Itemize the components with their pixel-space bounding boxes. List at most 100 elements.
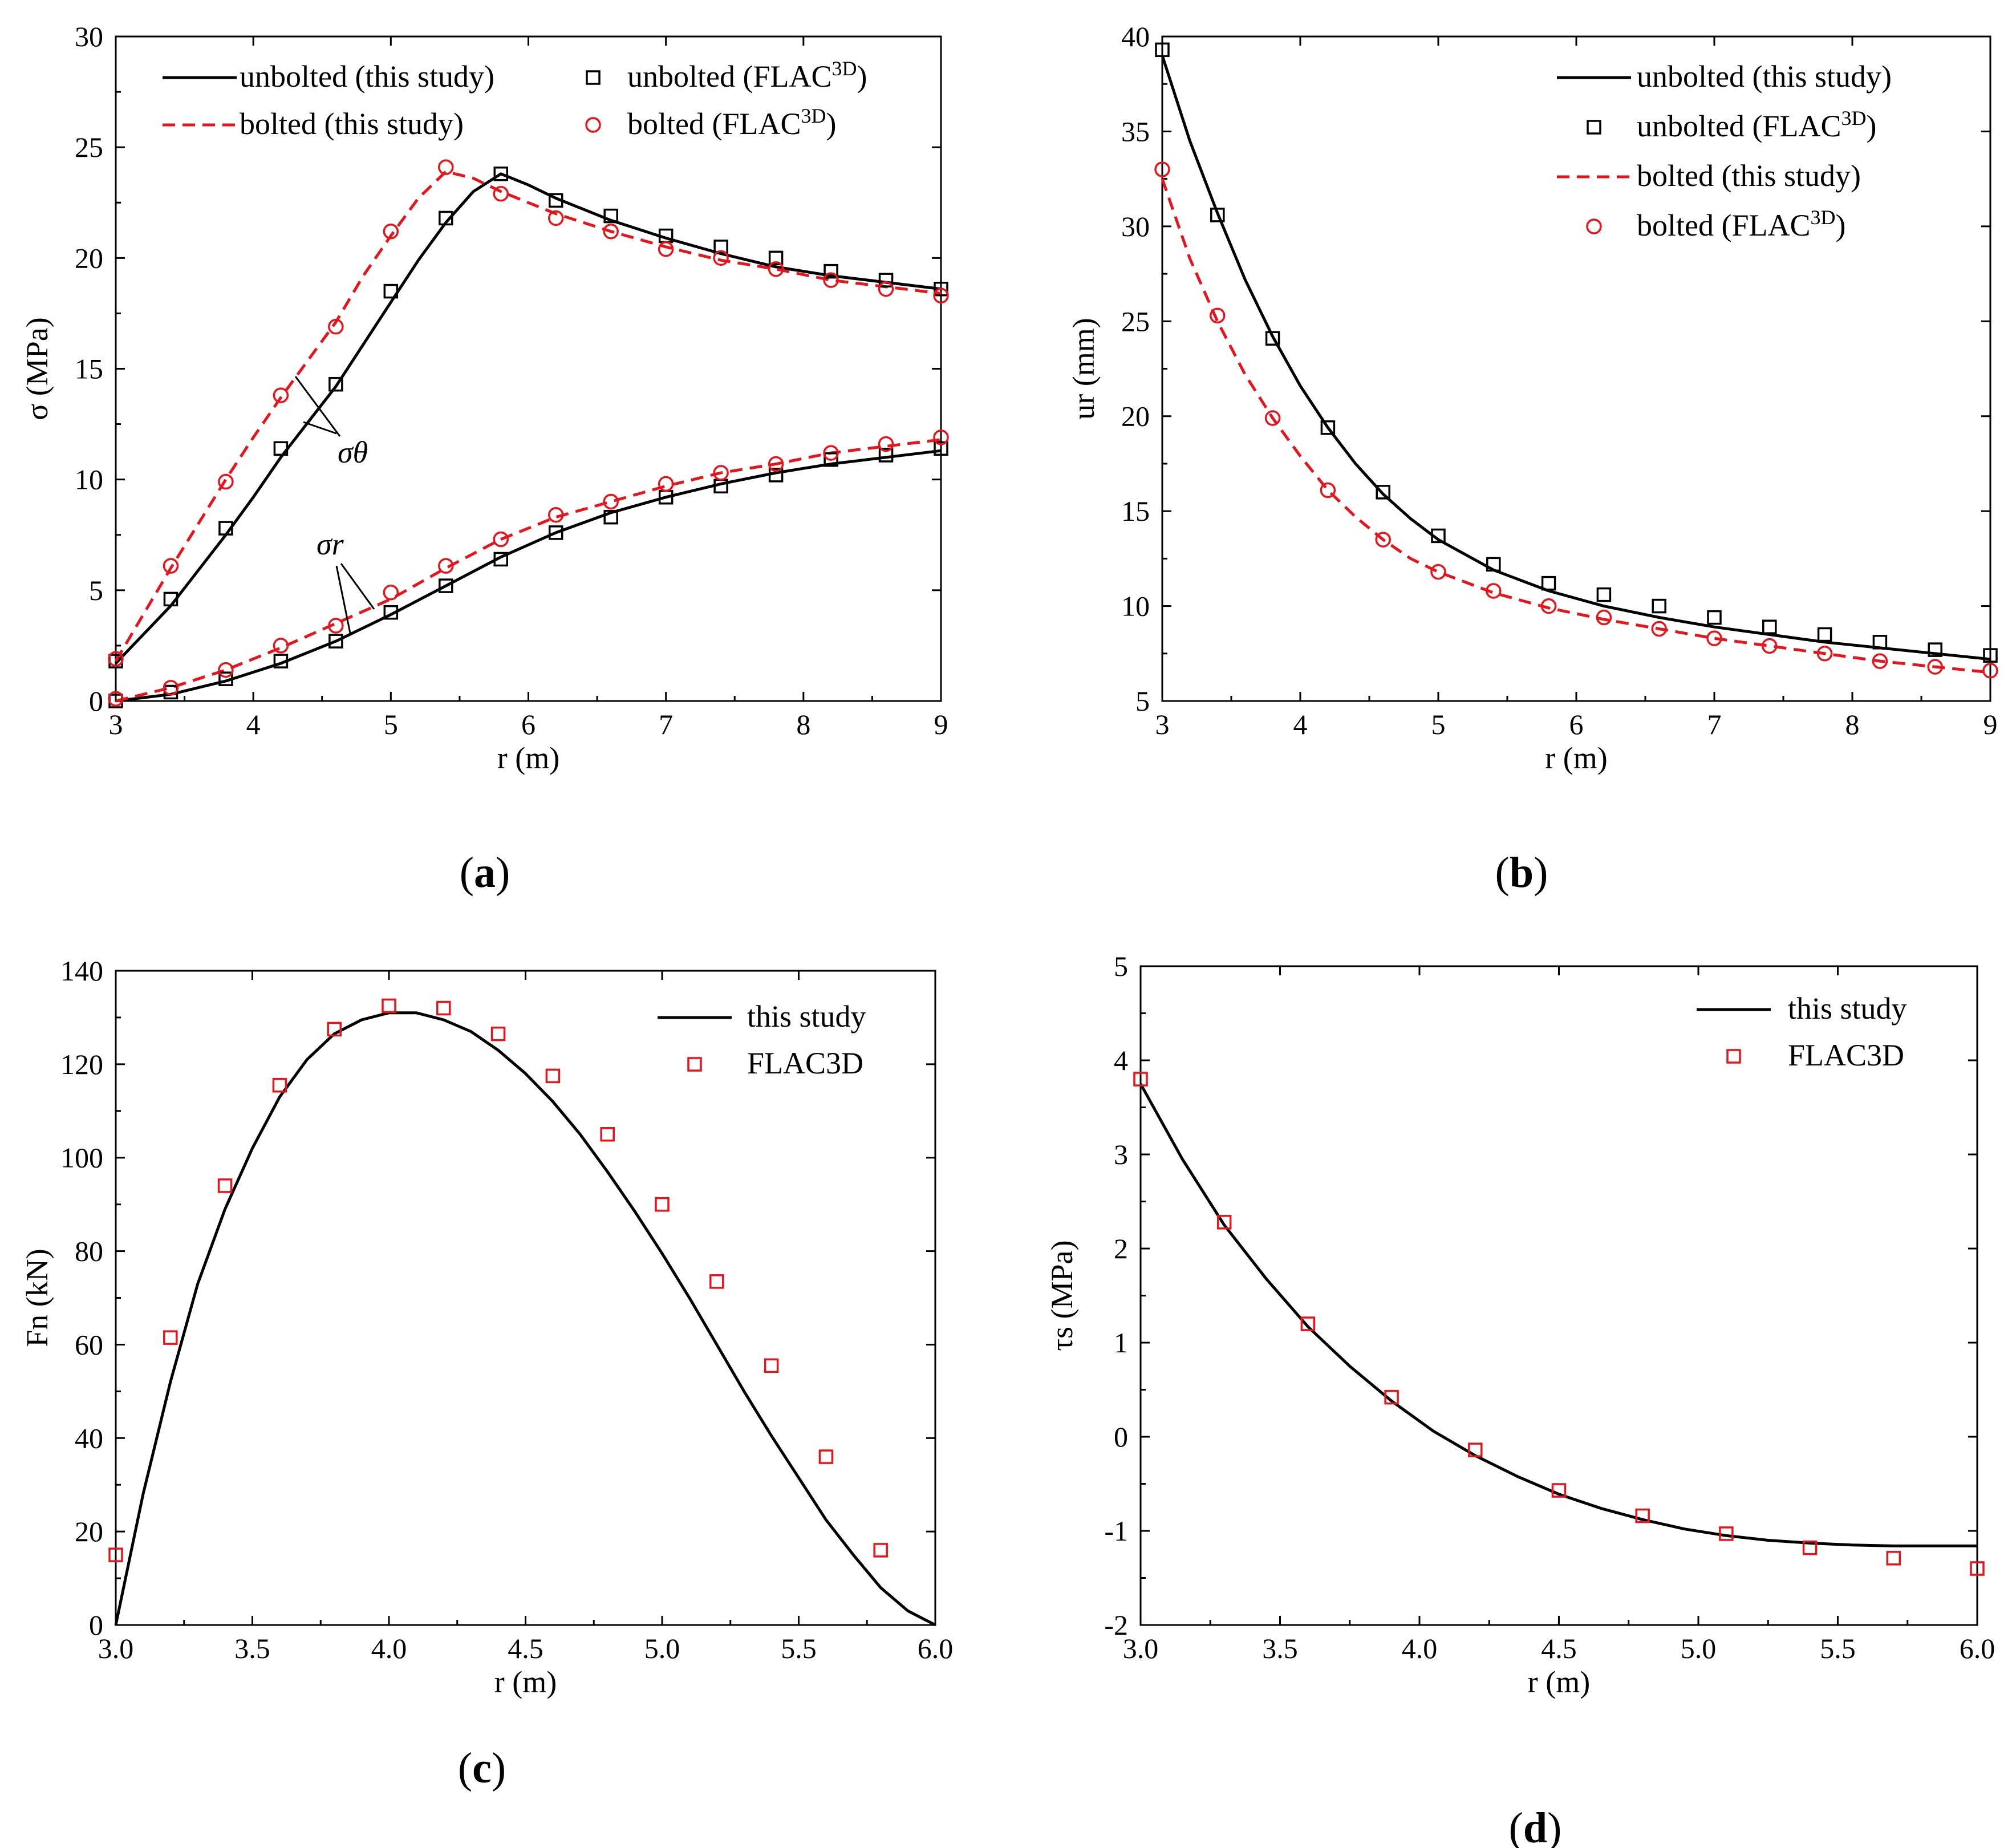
legend-label: bolted (FLAC3D) [627,104,836,141]
series-flac3d-point [382,998,396,1014]
series-bolted-flac3d-r-point [438,558,454,574]
series-unbolted-flac3d--point [1762,619,1777,634]
series-bolted-flac3d--point [1320,482,1336,499]
legend-item-this-study: this study [1697,991,1907,1026]
series-unbolted-this-study-r-line [115,449,942,703]
series-flac3d-point [1970,1561,1985,1576]
legend-label: bolted (FLAC3D) [1637,206,1845,242]
series-unbolted-flac3d--point [934,281,948,297]
x-tick-label: 5 [384,708,398,740]
panel-label: (d) [1509,1804,1562,1848]
x-tick-label: 5 [1431,708,1446,740]
series-unbolted-flac3d--point [493,167,509,181]
series-this-study-line [114,1011,936,1627]
legend-item-flac3d: FLAC3D [1726,1038,1904,1072]
series-unbolted-flac3d-r-point [328,634,343,649]
y-tick-label: 4 [1114,1044,1128,1076]
y-tick-label: 0 [89,685,103,717]
series-flac3d-point [1216,1215,1232,1230]
series-unbolted-flac3d-r-point [824,452,838,467]
series-flac3d-point [709,1274,724,1289]
series-flac3d-point [764,1358,779,1373]
series-unbolted-flac3d--point [1928,642,1942,657]
series-unbolted-flac3d--point [768,250,784,266]
series-flac3d-point [217,1178,233,1193]
panel-label: (a) [460,849,510,897]
series-unbolted-flac3d--point [713,240,728,254]
series-flac3d-point [873,1543,888,1558]
x-tick-label: 7 [1707,708,1722,740]
legend-item-bolted-this-study-: bolted (this study) [163,107,464,141]
x-tick-label: 4.5 [508,1632,543,1664]
series-unbolted-flac3d--point [1265,331,1280,346]
annotation-arrow [335,565,351,634]
series-bolted-flac3d-r-point [768,456,784,472]
series-bolted-flac3d--point [1210,307,1226,324]
x-tick-label: 3.5 [1262,1632,1298,1664]
series-unbolted-flac3d--point [163,591,179,607]
series-bolted-flac3d--point [1927,659,1943,675]
series-bolted-flac3d--point [273,387,289,403]
series-flac3d-point [1300,1316,1316,1331]
series-flac3d-point [600,1127,615,1142]
x-tick-label: 5.5 [781,1632,817,1664]
legend-marker-sample [586,70,601,85]
y-tick-label: 20 [1121,400,1150,432]
y-tick-label: 60 [75,1328,103,1360]
y-axis-label: Fn (kN) [20,1249,54,1347]
y-tick-label: 20 [75,242,103,274]
series-unbolted-flac3d-r-point [218,671,233,686]
series-bolted-flac3d-r-point [933,429,949,445]
series-bolted-flac3d--point [768,261,784,277]
legend-item-bolted-flac3d-: bolted (FLAC3D) [585,104,836,141]
x-tick-label: 4.5 [1541,1632,1577,1664]
y-tick-label: 10 [1121,590,1150,622]
x-axis-label: r (m) [1545,741,1607,775]
x-tick-label: 4.0 [1402,1632,1438,1664]
series-bolted-flac3d--point [1486,583,1502,599]
series-unbolted-flac3d--point [1596,587,1612,602]
annotation-arrow [303,421,337,435]
series-flac3d-point [545,1068,561,1084]
y-tick-label: 15 [75,353,103,385]
y-tick-label: -2 [1104,1609,1128,1641]
x-tick-label: 4 [1293,708,1308,740]
series-unbolted-flac3d--point [1376,485,1390,500]
x-tick-label: 4.0 [371,1632,407,1664]
series-bolted-flac3d--point [108,651,124,667]
series-flac3d-point [1886,1551,1901,1566]
x-tick-label: 6 [521,708,536,740]
series-flac3d-point [1551,1483,1567,1498]
series-bolted-flac3d--point [658,241,674,257]
x-tick-label: 4 [246,708,261,740]
series-unbolted-flac3d-r-point [768,468,784,483]
y-tick-label: 120 [60,1048,103,1080]
y-tick-label: 30 [75,21,103,52]
legend-label: bolted (this study) [1637,159,1861,193]
series-unbolted-flac3d-r-point [878,448,894,463]
series-bolted-flac3d--point [1540,598,1557,614]
legend-item-unbolted-flac3d-: unbolted (FLAC3D) [1587,107,1876,143]
series-flac3d-point [272,1077,287,1093]
legend-label: this study [1788,991,1907,1026]
series-unbolted-flac3d--point [603,208,618,224]
series-unbolted-flac3d--point [383,283,399,299]
series-bolted-this-study-r-line [115,438,942,703]
series-unbolted-this-study--line [1161,55,1991,661]
x-tick-label: 3 [109,708,123,740]
y-tick-label: 80 [75,1235,103,1267]
annotation-arrow [340,563,375,610]
series-bolted-flac3d--point [1596,609,1612,626]
y-tick-label: 0 [1114,1421,1128,1453]
y-tick-label: 1 [1114,1327,1128,1359]
series-bolted-this-study--line [1161,178,1991,674]
x-tick-label: 3.5 [234,1632,270,1664]
series-unbolted-flac3d--point [1983,648,1998,663]
y-tick-label: 3 [1114,1138,1128,1170]
series-bolted-flac3d-r-point [713,465,729,481]
legend-label: FLAC3D [747,1046,863,1080]
series-unbolted-flac3d--point [328,376,343,392]
x-tick-label: 7 [659,708,673,740]
series-unbolted-flac3d-r-point [548,525,563,540]
